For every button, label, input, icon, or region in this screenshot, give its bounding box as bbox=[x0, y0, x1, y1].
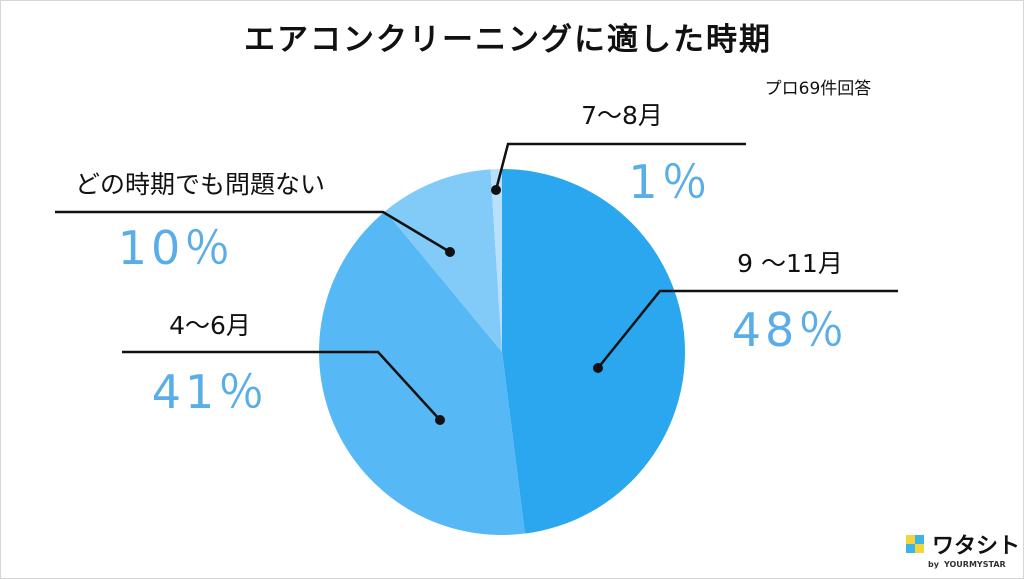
slice-label-0: 9 ～11月 bbox=[737, 249, 843, 278]
brand-logo: ワタシト by YOURMYSTAR bbox=[906, 534, 1020, 569]
leader-lines bbox=[55, 142, 898, 425]
logo-byline: by bbox=[928, 560, 940, 569]
logo-mark-blue-2 bbox=[906, 544, 915, 553]
leader-dot-0 bbox=[593, 363, 603, 373]
logo-text: ワタシト bbox=[932, 534, 1020, 559]
slice-label-1: 4～6月 bbox=[169, 311, 251, 340]
leader-line-0 bbox=[597, 289, 898, 369]
respondent-count-note: プロ69件回答 bbox=[765, 79, 872, 99]
slice-label-3: 7～8月 bbox=[581, 101, 663, 130]
pie-slice-0 bbox=[502, 169, 686, 534]
pie-slice-1 bbox=[319, 210, 525, 535]
leader-line-2 bbox=[55, 210, 451, 254]
logo-mark-blue bbox=[915, 535, 924, 544]
leader-dot-3 bbox=[491, 185, 501, 195]
slice-label-2: どの時期でも問題ない bbox=[75, 170, 325, 199]
leader-line-3 bbox=[494, 142, 746, 191]
slice-percent-3: 1％ bbox=[628, 155, 711, 209]
pie-slices bbox=[319, 169, 686, 535]
pie-slice-2 bbox=[385, 169, 502, 352]
logo-mark-yellow-2 bbox=[915, 544, 924, 553]
leader-dot-1 bbox=[435, 415, 445, 425]
leader-dot-2 bbox=[445, 247, 455, 257]
slice-percent-0: 48％ bbox=[732, 303, 849, 357]
logo-mark-yellow bbox=[906, 535, 915, 544]
chart-title: エアコンクリーニングに適した時期 bbox=[244, 22, 772, 58]
leader-line-1 bbox=[122, 350, 441, 421]
slice-percent-1: 41％ bbox=[152, 365, 269, 419]
slice-labels: 9 ～11月 48％ 4～6月 41％ どの時期でも問題ない 10％ 7～8月 1％ bbox=[75, 101, 849, 419]
logo-company: YOURMYSTAR bbox=[943, 560, 1006, 569]
pie-slice-3 bbox=[490, 169, 502, 352]
slice-percent-2: 10％ bbox=[118, 221, 235, 275]
